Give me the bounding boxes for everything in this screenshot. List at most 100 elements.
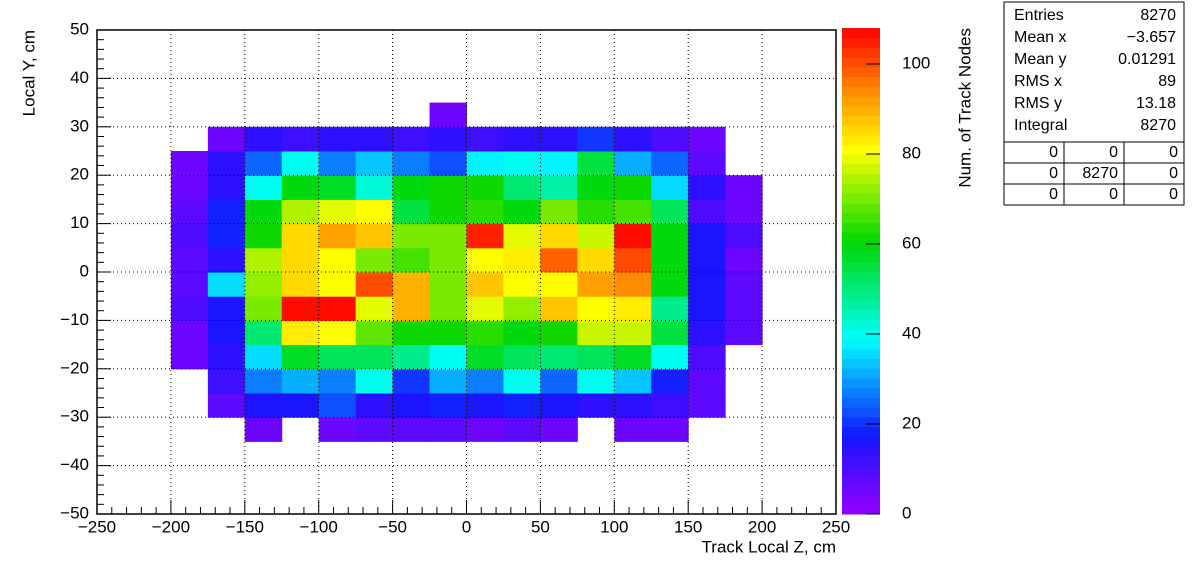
heatmap-cell: [466, 247, 504, 273]
x-tick-label: −100: [300, 517, 338, 536]
palette-band: [842, 426, 880, 437]
heatmap-cell: [244, 320, 283, 346]
heatmap-cell: [466, 296, 504, 321]
heatmap-cell: [207, 126, 246, 152]
heatmap-cell: [281, 151, 320, 176]
heatmap-cell: [429, 126, 467, 152]
heatmap-cell: [725, 199, 763, 225]
palette-band: [842, 494, 880, 505]
palette-band: [842, 416, 880, 428]
heatmap-cell: [577, 344, 615, 370]
heatmap-cell: [466, 223, 504, 249]
heatmap-cell: [651, 368, 689, 394]
palette-band: [842, 309, 880, 321]
stats-value: 8270: [1140, 117, 1176, 134]
heatmap-cell: [318, 223, 357, 249]
x-tick-label: 0: [462, 517, 471, 536]
heatmap-cell: [688, 368, 726, 394]
heatmap-cell: [429, 368, 467, 394]
heatmap-cell: [318, 126, 357, 152]
stats-bin-count: 8270: [1082, 165, 1118, 182]
palette-band: [842, 125, 880, 136]
heatmap-cell: [503, 393, 541, 418]
heatmap-cell: [614, 223, 652, 249]
heatmap-cell: [281, 272, 320, 297]
x-tick-label: −250: [78, 517, 116, 536]
heatmap-cell: [207, 393, 246, 418]
palette-band: [842, 300, 880, 311]
heatmap-cell: [503, 272, 541, 297]
heatmap-cell: [318, 368, 357, 394]
stats-bin-count: 0: [1169, 165, 1178, 182]
heatmap-cell: [466, 151, 504, 176]
heatmap-cell: [466, 272, 504, 297]
x-tick-label: 150: [674, 517, 702, 536]
heatmap-cell: [355, 199, 394, 225]
heatmap-cell: [651, 126, 689, 152]
y-tick-label: −10: [60, 310, 89, 329]
x-tick-label: −200: [152, 517, 190, 536]
heatmap-cell: [614, 296, 652, 321]
stats-label: Mean y: [1014, 51, 1066, 68]
heatmap-cell: [355, 151, 394, 176]
heatmap-cell: [244, 368, 283, 394]
palette-band: [842, 445, 880, 457]
heatmap-cell: [170, 151, 209, 176]
heatmap-cell: [540, 126, 578, 152]
heatmap-cell: [429, 272, 467, 297]
heatmap-cell: [244, 223, 283, 249]
heatmap-cell: [429, 393, 467, 418]
x-tick-label: 50: [531, 517, 550, 536]
heatmap-cell: [577, 199, 615, 225]
heatmap-cell: [281, 247, 320, 273]
palette-band: [842, 397, 880, 408]
heatmap-cell: [688, 344, 726, 370]
heatmap-cell: [466, 368, 504, 394]
heatmap-cell: [392, 417, 431, 442]
heatmap-cell: [614, 126, 652, 152]
heatmap-cell: [503, 247, 541, 273]
palette-band: [842, 37, 880, 48]
z-tick-label: 0: [902, 503, 911, 522]
heatmap-cell: [170, 272, 209, 297]
heatmap-cell: [577, 368, 615, 394]
heatmap-cell: [355, 368, 394, 394]
heatmap-cell: [651, 344, 689, 370]
heatmap-cell: [392, 151, 431, 176]
palette-band: [842, 232, 880, 243]
heatmap-cell: [540, 417, 578, 442]
heatmap-cell: [244, 393, 283, 418]
heatmap-cell: [355, 175, 394, 200]
y-tick-label: −30: [60, 407, 89, 426]
heatmap-cell: [540, 247, 578, 273]
heatmap-cell: [614, 151, 652, 176]
heatmap-cell: [540, 320, 578, 346]
heatmap-cell: [577, 393, 615, 418]
heatmap-cell: [318, 247, 357, 273]
heatmap-cell: [281, 393, 320, 418]
heatmap-cell: [170, 223, 209, 249]
heatmap-cell: [355, 320, 394, 346]
heatmap-cell: [170, 247, 209, 273]
heatmap-cell: [688, 296, 726, 321]
heatmap-cell: [392, 296, 431, 321]
heatmap-cell: [577, 175, 615, 200]
heatmap-cell: [392, 320, 431, 346]
palette-band: [842, 387, 880, 398]
heatmap-cell: [429, 151, 467, 176]
stats-bin-count: 0: [1049, 144, 1058, 161]
stats-bin-count: 0: [1049, 186, 1058, 203]
heatmap-cell: [503, 126, 541, 152]
z-tick-label: 40: [902, 323, 921, 342]
heatmap-cell: [614, 417, 652, 442]
y-tick-label: 40: [70, 68, 89, 87]
heatmap-cell: [355, 393, 394, 418]
heatmap-cell: [466, 175, 504, 200]
heatmap-cell: [429, 296, 467, 321]
heatmap-cell: [318, 393, 357, 418]
heatmap-cell: [429, 199, 467, 225]
heatmap-cell: [725, 223, 763, 249]
palette-band: [842, 96, 880, 107]
heatmap-cell: [392, 223, 431, 249]
heatmap-cell: [392, 368, 431, 394]
